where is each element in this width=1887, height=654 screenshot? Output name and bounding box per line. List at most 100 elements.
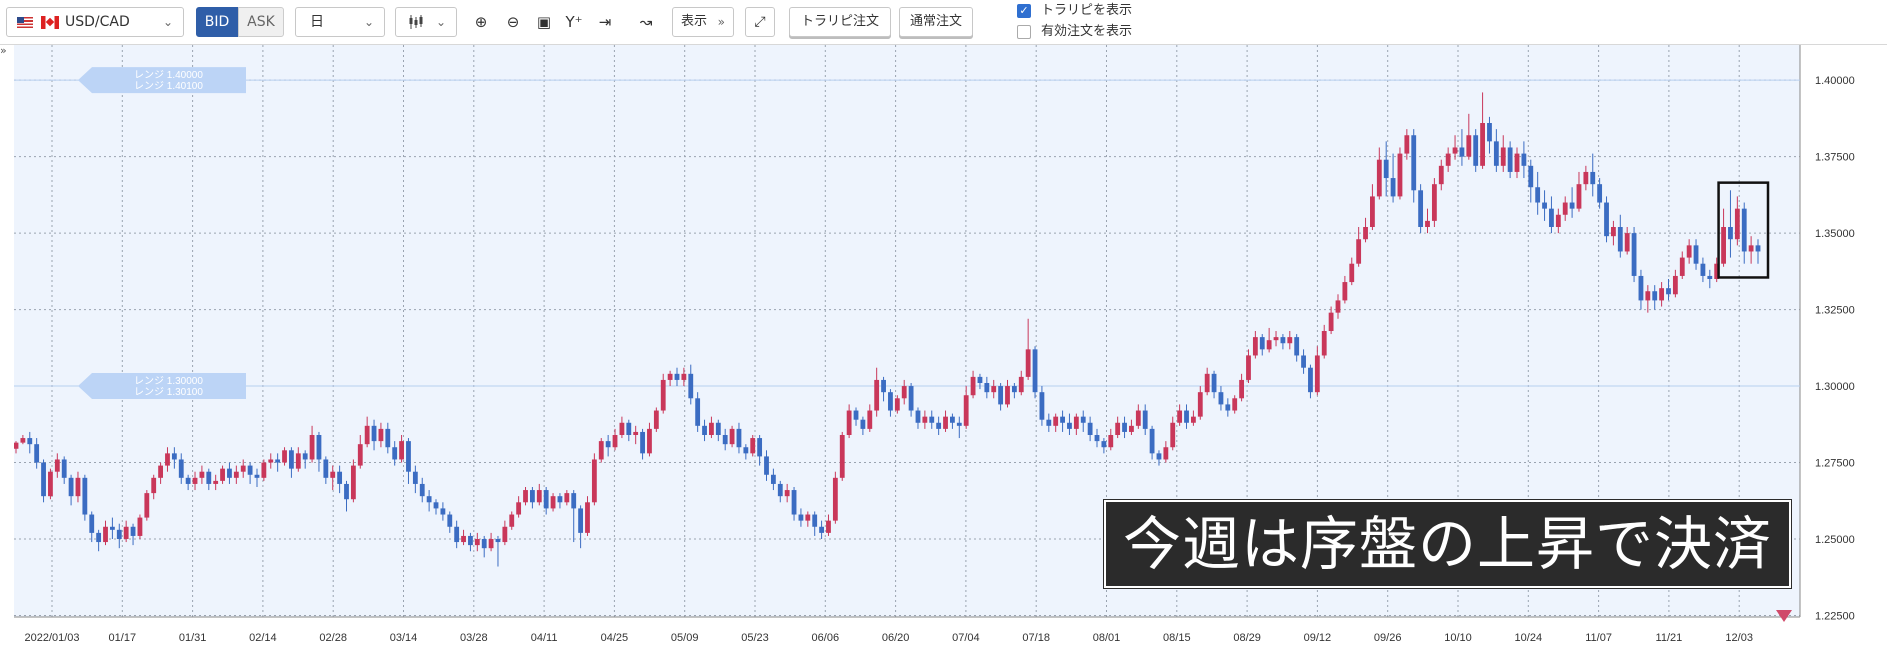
candle-down [757, 438, 763, 457]
candle-down [853, 410, 859, 420]
candle-up [1163, 447, 1169, 460]
candle-up [399, 441, 404, 460]
x-tick-label: 09/26 [1374, 632, 1402, 644]
candle-up [488, 539, 494, 549]
candle-up [1404, 135, 1410, 154]
candle-up [832, 477, 838, 521]
display-label: 表示 [681, 14, 708, 29]
candle-up [1714, 263, 1720, 279]
candle-up [199, 471, 205, 478]
candle-up [1370, 196, 1375, 227]
x-tick-label: 08/01 [1093, 632, 1121, 644]
candle-down [178, 459, 184, 478]
candle-up [970, 376, 976, 396]
candle-up [330, 471, 336, 478]
candle-down [426, 496, 432, 503]
period-select[interactable]: 日 ⌄ [295, 7, 385, 37]
candle-up [20, 438, 26, 443]
candle-up [1177, 410, 1183, 423]
candle-up [75, 477, 81, 497]
y-tick-label: 1.37500 [1815, 152, 1855, 164]
candle-down [61, 459, 67, 478]
candle-up [963, 395, 969, 426]
bid-button[interactable]: BID [196, 7, 238, 37]
y-tick-label: 1.27500 [1815, 458, 1855, 470]
fullscreen-button[interactable]: ⤢ [745, 7, 775, 37]
candle-up [1005, 386, 1010, 405]
candle-up [509, 514, 515, 527]
zoom-out-icon[interactable]: ⊖ [506, 13, 520, 31]
trail-order-button[interactable]: トラリピ注文 [789, 7, 891, 37]
candle-up [54, 459, 60, 472]
candle-down [1149, 428, 1155, 454]
candle-up [1562, 202, 1568, 215]
candle-up [1734, 208, 1740, 240]
candle-down [1473, 135, 1479, 166]
candle-up [1129, 425, 1134, 432]
candle-down [41, 462, 46, 497]
candle-up [846, 410, 852, 435]
candle-up [894, 398, 900, 411]
candle-up [261, 462, 267, 478]
candle-down [929, 416, 935, 423]
indicator-icon[interactable]: ↝ [639, 13, 653, 31]
candle-up [151, 477, 157, 494]
x-tick-label: 04/25 [601, 632, 629, 644]
ask-button[interactable]: ASK [238, 7, 284, 37]
chart-type-select[interactable]: ⌄ [395, 7, 457, 37]
candle-down [1549, 208, 1554, 227]
candle-down [1597, 184, 1603, 203]
candle-down [1652, 291, 1658, 301]
candle-down [1617, 227, 1623, 252]
candle-up [1232, 398, 1238, 411]
candle-down [392, 447, 398, 460]
y-axis-lock-icon[interactable]: Y⁺ [565, 13, 583, 31]
candle-up [1686, 245, 1692, 258]
checkmark-icon: ✓ [1017, 4, 1031, 18]
display-menu-button[interactable]: 表示 » [672, 7, 734, 37]
candle-down [722, 435, 728, 445]
expand-sidebar-icon[interactable]: » [0, 44, 7, 57]
chevron-down-icon: » [717, 15, 725, 29]
candle-up [14, 442, 19, 449]
candle-up [364, 425, 370, 445]
normal-order-button[interactable]: 通常注文 [899, 7, 973, 37]
candle-down [888, 392, 893, 411]
candle-down [96, 532, 102, 543]
candle-down [571, 493, 577, 509]
candle-up [633, 431, 639, 435]
candle-down [743, 447, 749, 454]
symbol-select[interactable]: USD/CAD ⌄ [6, 7, 184, 37]
candle-down [1487, 123, 1492, 142]
candle-down [1493, 141, 1499, 166]
zoom-in-icon[interactable]: ⊕ [474, 13, 488, 31]
candle-up [1349, 263, 1355, 283]
candle-up [784, 490, 790, 497]
candle-down [674, 373, 680, 380]
candle-down [764, 456, 769, 475]
candle-down [289, 450, 294, 469]
candle-up [1431, 184, 1437, 221]
candle-down [1755, 245, 1761, 252]
candle-down [1032, 349, 1038, 393]
candle-down [640, 431, 645, 454]
x-tick-label: 05/09 [671, 632, 699, 644]
range-order-label: レンジ 1.30100 [134, 387, 203, 398]
candle-up [1273, 337, 1279, 341]
candle-down [1528, 165, 1534, 188]
candle-down [1535, 187, 1541, 203]
y-tick-label: 1.40000 [1815, 75, 1855, 87]
x-tick-label: 12/03 [1725, 632, 1753, 644]
candle-up [1108, 435, 1114, 448]
fit-screen-icon[interactable]: ▣ [536, 13, 552, 31]
x-tick-label: 02/14 [249, 632, 277, 644]
candle-down [1211, 373, 1217, 393]
jump-to-latest-icon[interactable]: ⇥ [598, 13, 612, 31]
candle-down [1259, 337, 1265, 350]
us-flag-icon [17, 17, 33, 28]
candle-up [282, 450, 287, 463]
x-tick-label: 10/10 [1444, 632, 1472, 644]
candle-down [529, 490, 535, 503]
candle-down [468, 535, 473, 546]
x-tick-label: 05/23 [741, 632, 769, 644]
